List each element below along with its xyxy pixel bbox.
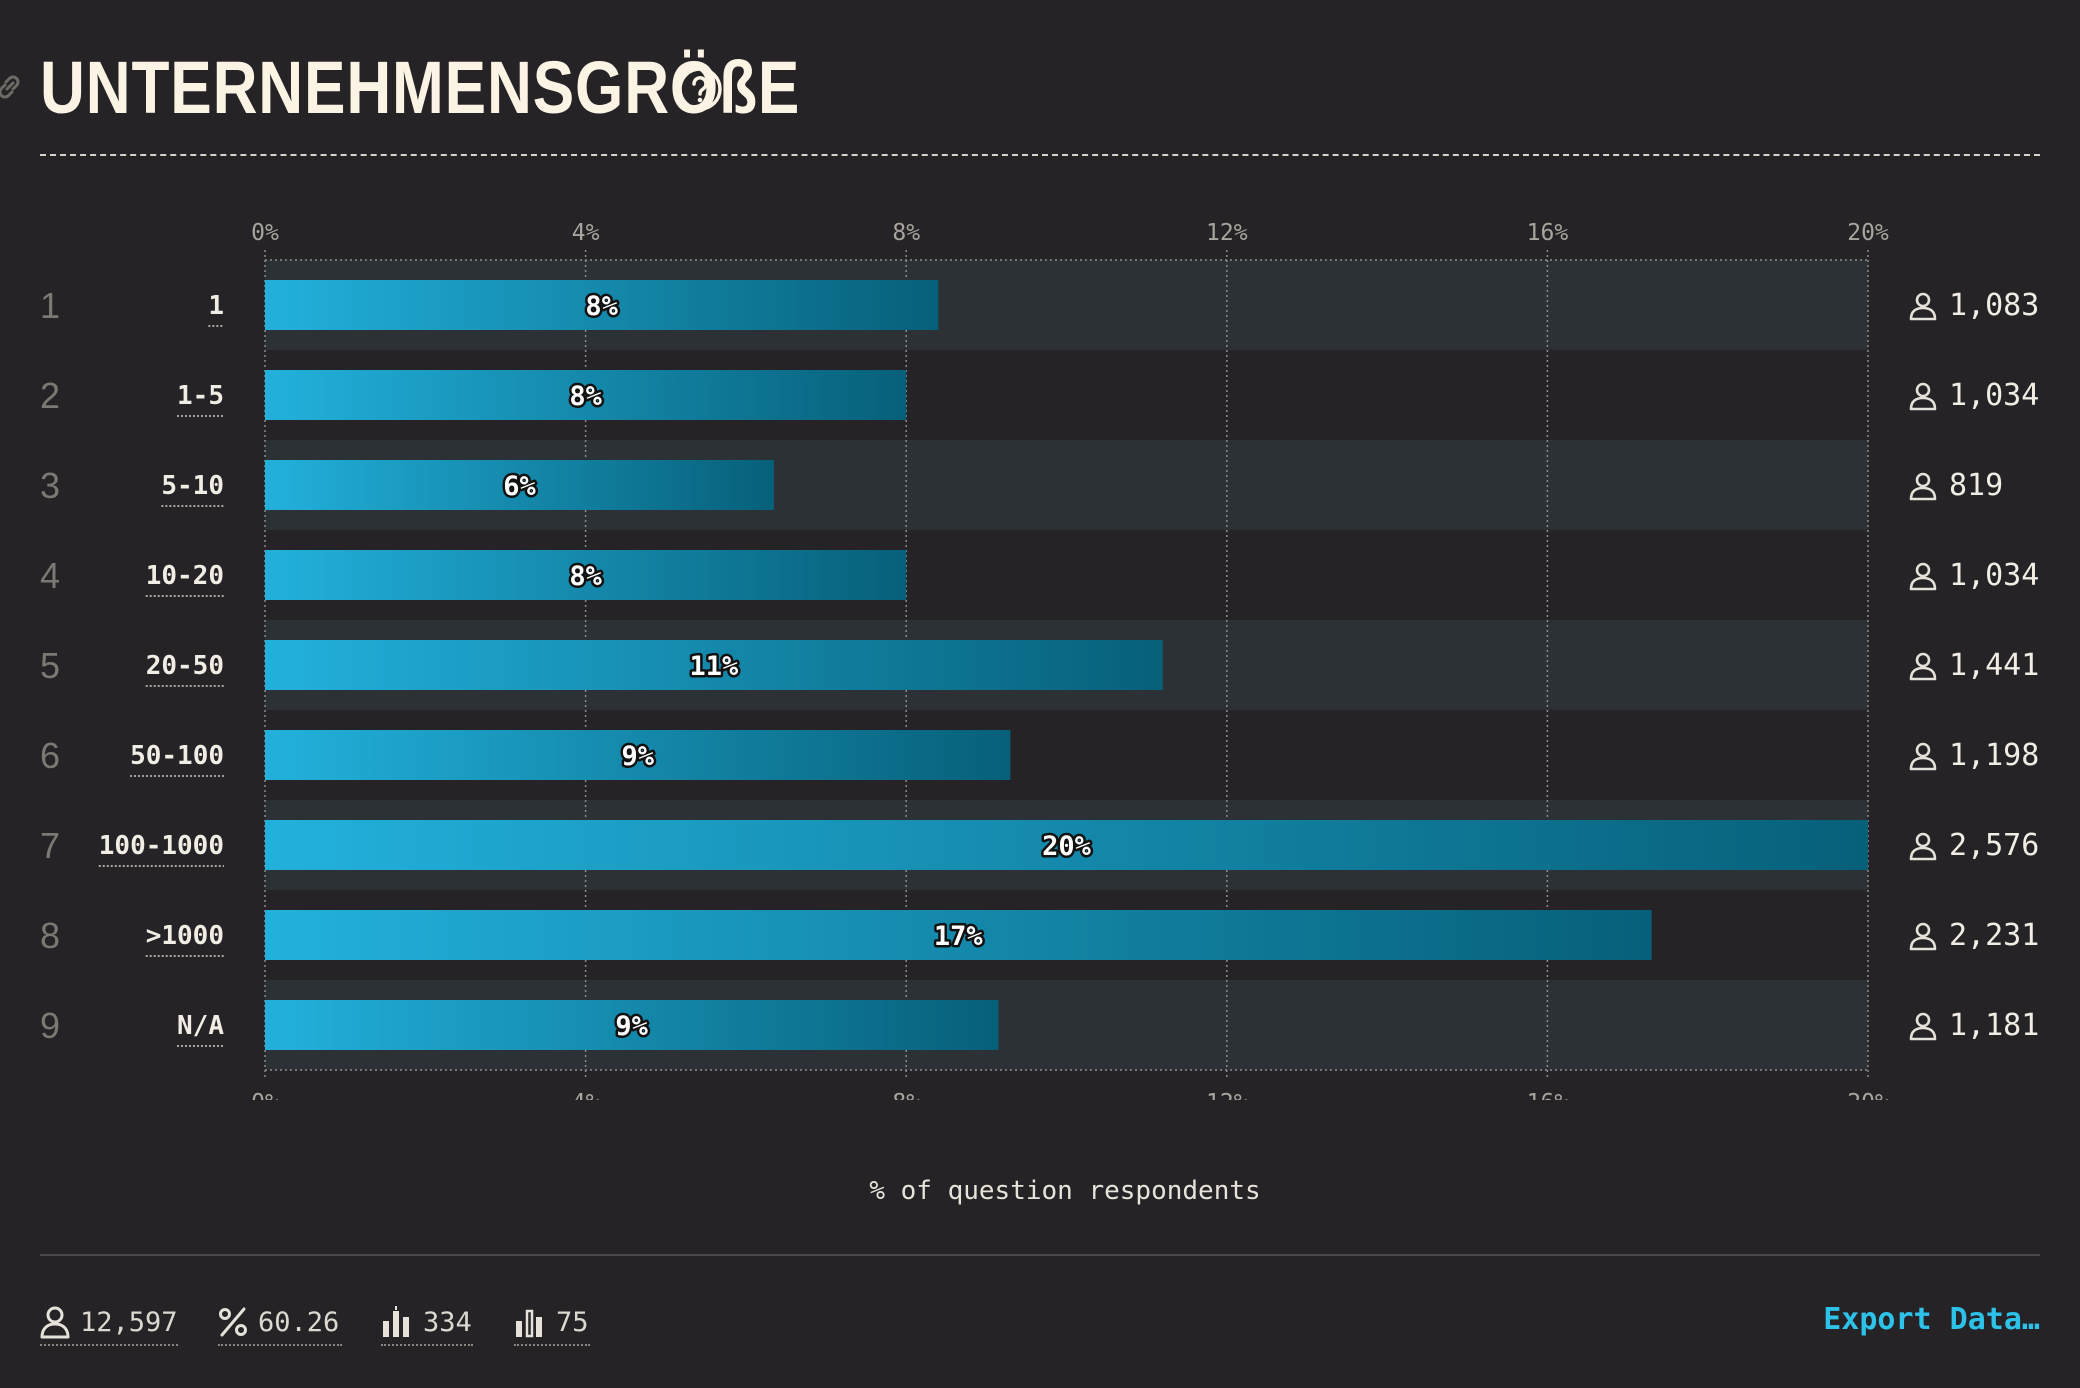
row-number: 3 [40, 465, 60, 506]
respondent-count: 2,576 [1949, 828, 2039, 863]
bar [265, 730, 1011, 780]
x-tick-label-bottom: 8% [892, 1090, 920, 1100]
row-number: 8 [40, 915, 60, 956]
x-tick-label-top: 0% [251, 220, 279, 246]
respondents-stat[interactable]: 12,597 [40, 1300, 178, 1346]
bar-value-label: 6% [503, 471, 536, 502]
footer-divider [40, 1254, 2040, 1256]
x-tick-label-bottom: 16% [1527, 1090, 1569, 1100]
bar-chart-outline-icon [516, 1309, 542, 1338]
respondent-count: 819 [1949, 468, 2003, 503]
category-label: 100-1000 [99, 831, 224, 861]
category-label: 5-10 [161, 471, 224, 501]
person-icon [1909, 472, 1937, 501]
percent-value: 60.26 [258, 1306, 340, 1338]
bar-value-label: 8% [569, 561, 602, 592]
export-data-link[interactable]: Export Data… [1823, 1302, 2040, 1337]
bar-value-label: 9% [615, 1011, 648, 1042]
category-label: 1-5 [177, 381, 224, 411]
respondent-count: 1,181 [1949, 1008, 2039, 1043]
bar-stat-a[interactable]: 334 [381, 1300, 473, 1346]
page-title: UNTERNEHMENSGRÖßE [40, 46, 801, 129]
row-number: 6 [40, 735, 60, 776]
person-icon [1909, 652, 1937, 681]
title-divider [40, 154, 2040, 156]
stat-b-value: 75 [556, 1306, 589, 1338]
person-icon [1909, 382, 1937, 411]
x-tick-label-bottom: 12% [1206, 1090, 1248, 1100]
person-icon [1909, 922, 1937, 951]
bar-value-label: 8% [569, 381, 602, 412]
row-number: 7 [40, 825, 60, 866]
bar [265, 910, 1652, 960]
bar [265, 550, 907, 600]
x-axis-title: % of question respondents [869, 1176, 1261, 1206]
respondent-count: 2,231 [1949, 918, 2039, 953]
x-tick-label-top: 20% [1847, 220, 1889, 246]
x-tick-label-bottom: 4% [572, 1090, 600, 1100]
bar-value-label: 8% [585, 291, 618, 322]
row-number: 1 [40, 285, 60, 326]
x-tick-label-top: 4% [572, 220, 600, 246]
category-label: 1 [208, 291, 224, 321]
bar [265, 370, 907, 420]
person-icon [40, 1306, 70, 1339]
bar-stat-b[interactable]: 75 [514, 1300, 590, 1346]
row-number: 9 [40, 1005, 60, 1046]
x-tick-label-top: 16% [1527, 220, 1569, 246]
respondent-count: 1,083 [1949, 288, 2039, 323]
person-icon [1909, 742, 1937, 771]
category-label: 10-20 [146, 561, 224, 591]
person-icon [1909, 292, 1937, 321]
category-label: 50-100 [130, 741, 224, 771]
bar [265, 460, 774, 510]
person-icon [1909, 832, 1937, 861]
respondent-count: 1,198 [1949, 738, 2039, 773]
stat-a-value: 334 [423, 1306, 472, 1338]
respondent-count: 1,441 [1949, 648, 2039, 683]
help-icon[interactable] [677, 66, 723, 112]
x-tick-label-bottom: 0% [251, 1090, 279, 1100]
category-label: 20-50 [146, 651, 224, 681]
x-tick-label-top: 12% [1206, 220, 1248, 246]
bar [265, 1000, 999, 1050]
bar-value-label: 9% [621, 741, 654, 772]
x-tick-label-bottom: 20% [1847, 1090, 1889, 1100]
bar-chart-icon [383, 1306, 409, 1337]
respondents-count: 12,597 [80, 1306, 178, 1338]
percent-icon [219, 1307, 247, 1337]
category-label: N/A [177, 1011, 224, 1041]
bar [265, 820, 1868, 870]
bar-value-label: 20% [1042, 831, 1092, 862]
category-label: >1000 [146, 921, 224, 951]
row-number: 2 [40, 375, 60, 416]
bar [265, 640, 1163, 690]
bar-value-label: 17% [934, 921, 984, 952]
link-icon[interactable] [0, 72, 24, 102]
bar [265, 280, 939, 330]
bar-chart: 0% 0% 4% 4% 8% 8% 12% 12% 16% 16% 20% 20% 1 1 8% 1,083 2… [40, 220, 2039, 1100]
bar-value-label: 11% [689, 651, 739, 682]
percent-stat[interactable]: 60.26 [218, 1300, 342, 1346]
person-icon [1909, 562, 1937, 591]
row-number: 5 [40, 645, 60, 686]
row-number: 4 [40, 555, 60, 596]
x-tick-label-top: 8% [892, 220, 920, 246]
respondent-count: 1,034 [1949, 558, 2039, 593]
respondent-count: 1,034 [1949, 378, 2039, 413]
person-icon [1909, 1012, 1937, 1041]
